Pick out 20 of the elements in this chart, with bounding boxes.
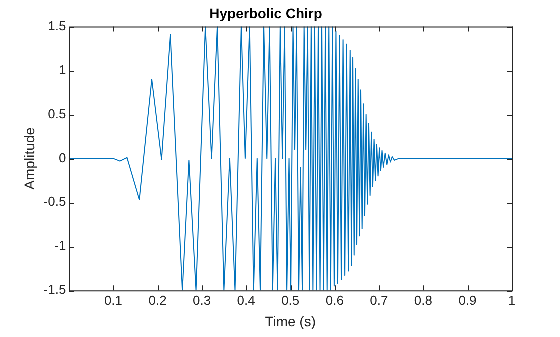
y-tick-label: 1.5: [48, 18, 66, 34]
x-tick-label: 0.8: [414, 292, 432, 308]
x-tick-label: 0.7: [370, 292, 388, 308]
y-tick-label: 0: [58, 150, 66, 166]
y-tick-label: -0.5: [44, 194, 66, 210]
x-tick-label: 1: [508, 292, 516, 308]
x-tick-label: 0.2: [148, 292, 167, 308]
x-tick-label: 0.9: [458, 292, 477, 308]
chart-title: Hyperbolic Chirp: [210, 5, 322, 22]
x-tick-label: 0.4: [237, 292, 256, 308]
y-axis-title: Amplitude: [21, 127, 38, 190]
x-axis-title: Time (s): [265, 313, 316, 330]
x-tick-label: 0.5: [282, 292, 300, 308]
x-tick-label: 0.3: [193, 292, 212, 308]
x-tick-label: 0.1: [104, 292, 123, 308]
y-tick-label: -1.5: [44, 282, 66, 298]
x-tick-label: 0.6: [326, 292, 344, 308]
y-tick-label: 0.5: [48, 106, 66, 122]
y-tick-label: 1: [58, 62, 66, 78]
y-tick-label: -1: [54, 238, 66, 254]
